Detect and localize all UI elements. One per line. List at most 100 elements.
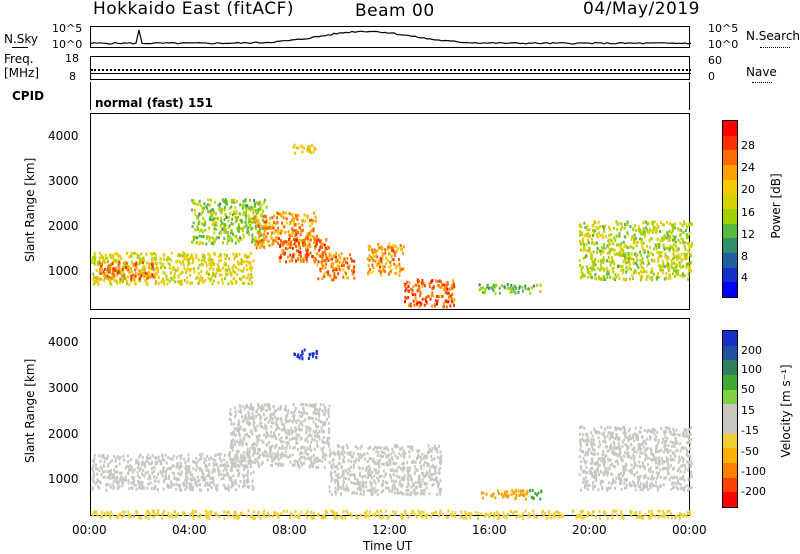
heatmap-cell <box>372 266 375 270</box>
heatmap-cell <box>380 474 383 478</box>
heatmap-cell <box>270 455 273 459</box>
heatmap-cell <box>589 234 591 238</box>
heatmap-cell <box>128 270 131 274</box>
heatmap-cell <box>357 458 360 462</box>
heatmap-cell <box>100 473 103 477</box>
heatmap-cell <box>374 490 377 494</box>
heatmap-cell <box>148 270 151 274</box>
heatmap-cell <box>668 471 671 475</box>
heatmap-cell <box>617 222 620 226</box>
heatmap-cell <box>216 263 219 267</box>
heatmap-cell <box>367 244 370 248</box>
heatmap-cell <box>371 492 374 496</box>
heatmap-cell <box>665 475 668 479</box>
heatmap-cell <box>125 278 127 282</box>
heatmap-cell <box>202 478 205 482</box>
heatmap-cell <box>675 428 678 432</box>
heatmap-cell <box>368 473 370 477</box>
heatmap-cell <box>314 423 317 426</box>
heatmap-cell <box>592 234 594 237</box>
heatmap-cell <box>190 486 193 489</box>
heatmap-cell <box>233 464 235 468</box>
heatmap-cell <box>228 475 231 479</box>
heatmap-cell <box>530 495 533 499</box>
colorbar-segment <box>723 208 737 224</box>
heatmap-cell <box>593 443 596 447</box>
heatmap-cell <box>403 461 405 465</box>
heatmap-cell <box>302 244 305 248</box>
heatmap-cell <box>680 446 683 450</box>
heatmap-cell <box>93 453 96 457</box>
heatmap-cell <box>321 448 324 451</box>
heatmap-cell <box>616 265 619 269</box>
heatmap-cell <box>630 483 633 487</box>
heatmap-cell <box>632 258 635 262</box>
heatmap-cell <box>621 458 624 462</box>
heatmap-cell <box>226 272 229 276</box>
heatmap-cell <box>445 284 448 287</box>
velocity-ytick-4000: 4000 <box>48 335 79 349</box>
heatmap-cell <box>202 235 205 239</box>
heatmap-cell <box>624 462 627 466</box>
heatmap-cell <box>309 251 312 255</box>
heatmap-cell <box>281 451 284 455</box>
heatmap-cell <box>378 462 381 466</box>
heatmap-cell <box>323 466 326 470</box>
heatmap-cell <box>641 270 644 274</box>
heatmap-cell <box>676 448 679 452</box>
heatmap-cell <box>95 268 98 272</box>
heatmap-cell <box>233 406 236 410</box>
heatmap-cell <box>231 217 234 221</box>
heatmap-cell <box>579 233 582 237</box>
heatmap-cell <box>350 473 353 477</box>
heatmap-cell <box>664 436 667 440</box>
heatmap-cell <box>215 212 218 216</box>
heatmap-cell <box>402 449 405 453</box>
heatmap-cell <box>598 225 601 229</box>
heatmap-cell <box>229 445 232 449</box>
heatmap-cell <box>295 460 297 464</box>
heatmap-cell <box>106 469 109 473</box>
heatmap-cell <box>230 413 233 416</box>
heatmap-cell <box>105 257 107 260</box>
heatmap-cell <box>243 418 246 422</box>
heatmap-cell <box>436 480 439 484</box>
heatmap-cell <box>632 466 635 470</box>
heatmap-cell <box>427 450 430 454</box>
heatmap-cell <box>262 406 265 410</box>
heatmap-cell <box>282 216 285 220</box>
heatmap-cell <box>317 238 320 242</box>
heatmap-cell <box>97 281 100 285</box>
heatmap-cell <box>208 463 211 466</box>
heatmap-cell <box>243 429 246 433</box>
heatmap-cell <box>656 250 659 254</box>
heatmap-cell <box>146 276 149 280</box>
heatmap-cell <box>135 458 138 462</box>
heatmap-cell <box>173 472 175 475</box>
heatmap-cell <box>252 414 255 418</box>
heatmap-cell <box>671 467 674 471</box>
heatmap-cell <box>587 438 590 442</box>
heatmap-cell <box>599 249 602 253</box>
heatmap-cell <box>280 422 283 426</box>
heatmap-cell <box>242 485 244 489</box>
heatmap-cell <box>380 260 383 264</box>
heatmap-cell <box>673 432 675 436</box>
heatmap-cell <box>612 276 615 280</box>
heatmap-cell <box>598 440 601 444</box>
heatmap-cell <box>316 440 319 444</box>
heatmap-cell <box>606 425 609 429</box>
heatmap-cell <box>637 475 640 479</box>
heatmap-cell <box>229 468 232 472</box>
heatmap-cell <box>116 455 119 459</box>
heatmap-cell <box>162 277 165 281</box>
heatmap-cell <box>630 443 633 447</box>
heatmap-cell <box>268 225 271 229</box>
heatmap-cell <box>349 253 352 257</box>
heatmap-cell <box>242 203 245 207</box>
heatmap-cell <box>580 267 583 271</box>
heatmap-cell <box>139 272 142 276</box>
heatmap-cell <box>298 434 300 437</box>
heatmap-cell <box>298 356 301 360</box>
heatmap-cell <box>626 220 629 224</box>
